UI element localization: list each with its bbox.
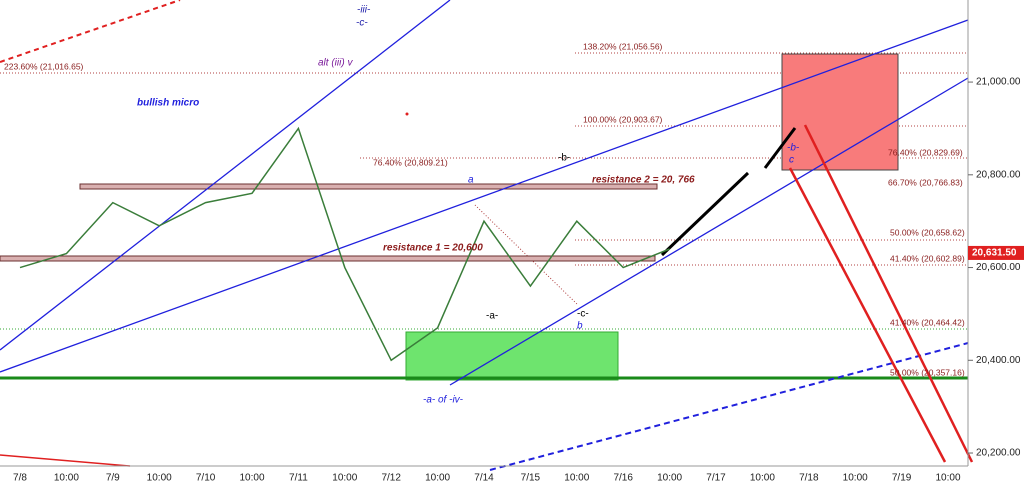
x-tick-label: 10:00 xyxy=(843,473,868,484)
annotation: 223.60% (21,016.65) xyxy=(4,61,84,71)
y-tick-label: 21,000.00 xyxy=(976,77,1021,88)
annotation: resistance 2 = 20, 766 xyxy=(592,175,695,186)
target-zone xyxy=(781,53,899,171)
annotation: 76.40% (20,829.69) xyxy=(888,147,963,157)
resistance-band xyxy=(79,183,658,190)
annotation: -a- xyxy=(486,311,498,322)
annotation: 50.00% (20,658.62) xyxy=(890,227,965,237)
annotation: c xyxy=(789,155,794,166)
x-tick-label: 10:00 xyxy=(332,473,357,484)
annotation: 41.40% (20,602.89) xyxy=(890,253,965,263)
x-tick-label: 10:00 xyxy=(425,473,450,484)
annotation: -c- xyxy=(356,18,368,29)
annotation: 66.70% (20,766.83) xyxy=(888,177,963,187)
trend-line xyxy=(489,342,969,471)
annotation: 50.00% (20,357.16) xyxy=(890,367,965,377)
projection xyxy=(763,127,797,169)
trend-line xyxy=(0,19,969,373)
annotation: 138.20% (21,056.56) xyxy=(583,41,663,51)
annotation: bullish micro xyxy=(137,98,199,109)
annotation: -iii- xyxy=(357,5,371,16)
x-tick-label: 7/18 xyxy=(799,473,819,484)
price-tag xyxy=(968,245,1024,260)
x-tick-label: 7/16 xyxy=(613,473,633,484)
annotation: -c- xyxy=(577,309,589,320)
connector xyxy=(474,204,579,306)
x-tick-label: 10:00 xyxy=(147,473,172,484)
annotation: 76.40% (20,809.21) xyxy=(373,157,448,167)
x-tick-label: 7/8 xyxy=(13,473,27,484)
annotation: alt (iii) v xyxy=(318,58,353,69)
x-tick-label: 7/10 xyxy=(196,473,216,484)
annotation: 100.00% (20,903.67) xyxy=(583,114,663,124)
y-tick-label: 20,800.00 xyxy=(976,169,1021,180)
x-tick-label: 10:00 xyxy=(54,473,79,484)
x-tick-label: 10:00 xyxy=(657,473,682,484)
x-tick-label: 7/14 xyxy=(474,473,494,484)
annotation: -b- xyxy=(558,153,570,164)
price-line xyxy=(19,126,670,362)
x-tick-label: 10:00 xyxy=(935,473,960,484)
y-tick-label: 20,400.00 xyxy=(976,355,1021,366)
drawings xyxy=(0,0,974,471)
y-tick-label: 20,200.00 xyxy=(976,448,1021,459)
x-tick-label: 7/11 xyxy=(289,473,308,484)
projection xyxy=(803,124,974,463)
trend-line xyxy=(0,454,131,467)
trend-line xyxy=(0,0,451,351)
trend-line xyxy=(449,77,969,386)
x-tick-label: 10:00 xyxy=(564,473,589,484)
x-tick-label: 7/19 xyxy=(892,473,912,484)
annotation: -b- xyxy=(787,143,800,154)
annotation: 41.40% (20,464.42) xyxy=(890,317,965,327)
y-tick-label: 20,600.00 xyxy=(976,262,1021,273)
x-tick-label: 7/17 xyxy=(706,473,726,484)
annotation: a xyxy=(468,175,474,186)
support-zone xyxy=(405,331,619,381)
projection xyxy=(660,171,750,257)
trend-line xyxy=(0,0,181,63)
x-tick-label: 7/15 xyxy=(521,473,541,484)
annotation: -a- of -iv- xyxy=(423,395,464,406)
x-tick-label: 10:00 xyxy=(750,473,775,484)
marker xyxy=(405,112,409,116)
annotation: resistance 1 = 20,600 xyxy=(383,243,483,254)
annotation: b xyxy=(577,321,583,332)
x-tick-label: 10:00 xyxy=(239,473,264,484)
x-tick-label: 7/12 xyxy=(381,473,401,484)
x-tick-label: 7/9 xyxy=(106,473,120,484)
projection xyxy=(788,167,947,463)
price-tag-label: 20,631.50 xyxy=(972,248,1017,259)
resistance-band xyxy=(0,255,656,262)
